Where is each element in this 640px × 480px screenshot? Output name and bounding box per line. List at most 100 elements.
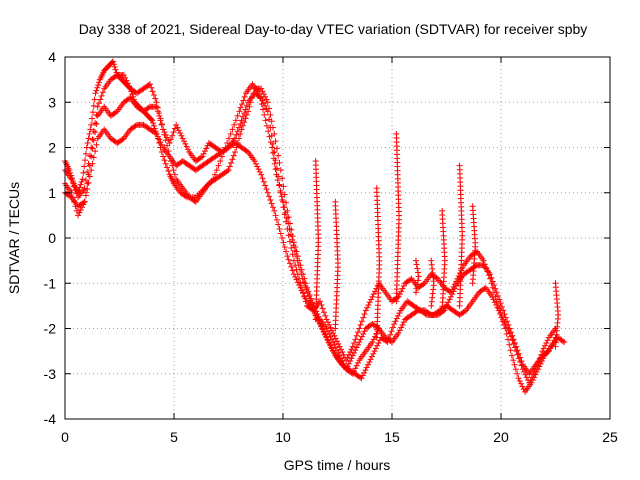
- data-point: [328, 336, 335, 343]
- data-point: [199, 153, 206, 160]
- data-point: [292, 244, 299, 251]
- data-point: [88, 121, 95, 128]
- data-point: [177, 130, 184, 137]
- data-point: [296, 257, 303, 264]
- data-point: [119, 136, 126, 143]
- data-point: [294, 279, 301, 286]
- y-tick-label: -2: [44, 321, 57, 337]
- data-point: [86, 130, 93, 137]
- data-point: [361, 369, 368, 376]
- data-point: [169, 162, 176, 169]
- x-tick-label: 25: [602, 429, 618, 445]
- data-point: [281, 244, 288, 251]
- data-point: [323, 334, 330, 341]
- data-point: [399, 321, 406, 328]
- data-point: [288, 263, 295, 270]
- data-point: [540, 345, 547, 352]
- data-point: [231, 121, 238, 128]
- data-point: [366, 358, 373, 365]
- data-point: [301, 293, 308, 300]
- data-point: [391, 320, 398, 327]
- data-point: [294, 271, 301, 278]
- data-point: [519, 366, 526, 373]
- data-point: [322, 331, 329, 338]
- data-point: [297, 280, 304, 287]
- data-point: [109, 58, 116, 65]
- data-point: [353, 332, 360, 339]
- data-point: [80, 201, 87, 208]
- data-point: [368, 353, 375, 360]
- data-point: [157, 139, 164, 146]
- data-point: [294, 253, 301, 260]
- data-point: [150, 120, 157, 127]
- x-tick-label: 20: [493, 429, 509, 445]
- data-point: [497, 309, 504, 316]
- data-point: [262, 93, 269, 100]
- x-tick-label: 0: [61, 429, 69, 445]
- data-point: [279, 196, 286, 203]
- data-point: [516, 377, 523, 384]
- data-point: [81, 198, 88, 205]
- data-point: [90, 102, 97, 109]
- data-point: [82, 157, 89, 164]
- data-point: [534, 362, 541, 369]
- data-point: [348, 355, 355, 362]
- x-tick-label: 5: [170, 429, 178, 445]
- data-point: [296, 275, 303, 282]
- data-point: [225, 135, 232, 142]
- data-point: [92, 90, 99, 97]
- data-point: [268, 200, 275, 207]
- data-point: [112, 66, 119, 73]
- data-point: [506, 341, 513, 348]
- data-point: [111, 63, 118, 70]
- data-point: [164, 142, 171, 149]
- data-point: [269, 140, 276, 147]
- data-point: [389, 324, 396, 331]
- data-point: [71, 183, 78, 190]
- data-point: [162, 137, 169, 144]
- data-point: [543, 339, 550, 346]
- data-point: [262, 102, 269, 109]
- data-point: [461, 308, 468, 315]
- data-point: [301, 275, 308, 282]
- data-point: [354, 341, 361, 348]
- data-point: [539, 348, 546, 355]
- data-point: [561, 339, 568, 346]
- data-point: [309, 306, 316, 313]
- data-point: [536, 355, 543, 362]
- data-point: [237, 104, 244, 111]
- data-point: [198, 154, 205, 161]
- data-point: [285, 232, 292, 239]
- data-point: [262, 117, 269, 124]
- data-point: [349, 370, 356, 377]
- data-point: [426, 311, 433, 318]
- data-point: [87, 126, 94, 133]
- data-point: [527, 377, 534, 384]
- data-point: [392, 318, 399, 325]
- data-point: [122, 74, 129, 81]
- data-point: [341, 363, 348, 370]
- data-points: [62, 58, 568, 395]
- data-point: [372, 345, 379, 352]
- data-point: [488, 274, 495, 281]
- x-tick-label: 10: [275, 429, 291, 445]
- data-point: [149, 117, 156, 124]
- data-point: [279, 175, 286, 182]
- data-point: [481, 261, 488, 268]
- data-point: [232, 117, 239, 124]
- data-point: [412, 289, 419, 296]
- data-point: [337, 346, 344, 353]
- data-point: [160, 153, 167, 160]
- data-point: [273, 145, 280, 152]
- data-point: [84, 186, 91, 193]
- data-point: [360, 314, 367, 321]
- data-point: [445, 299, 452, 306]
- data-point: [349, 352, 356, 359]
- data-point: [413, 285, 420, 292]
- data-point: [243, 148, 250, 155]
- data-point: [414, 281, 421, 288]
- data-point: [166, 153, 173, 160]
- data-point: [226, 163, 233, 170]
- data-point: [272, 157, 279, 164]
- data-point: [237, 130, 244, 137]
